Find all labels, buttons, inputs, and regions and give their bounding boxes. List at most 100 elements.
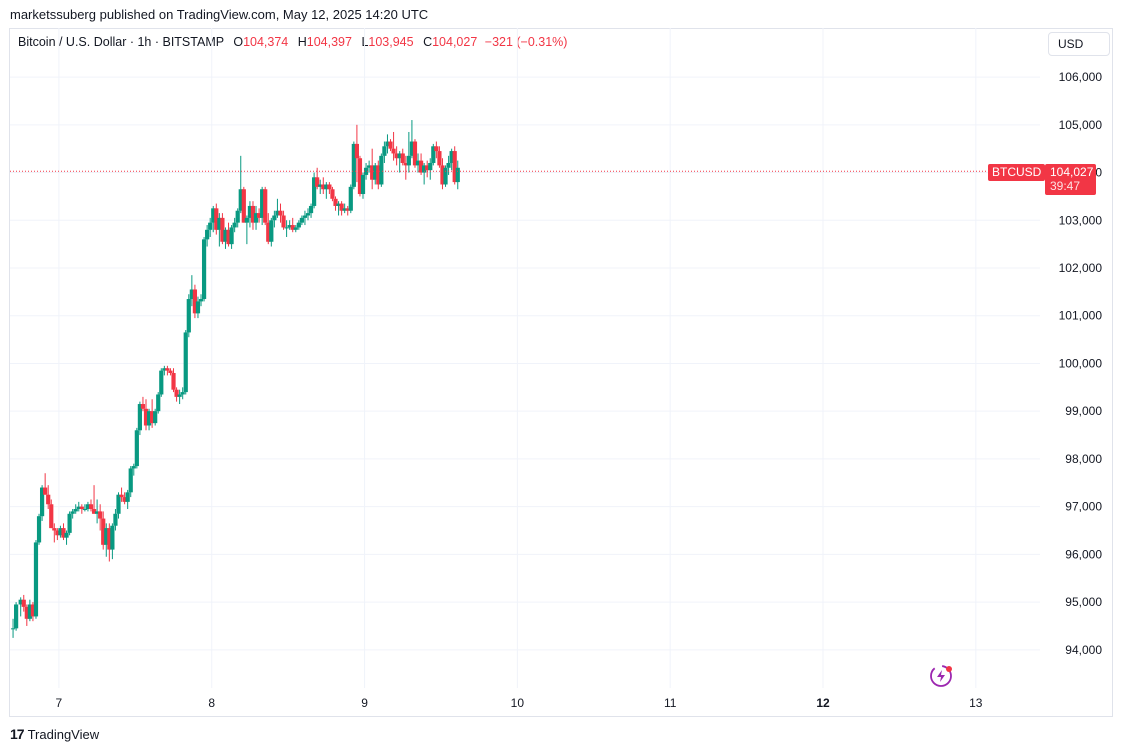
x-tick-label: 13 <box>969 696 983 710</box>
replay-icon[interactable] <box>930 665 952 687</box>
candle-body <box>223 229 228 242</box>
candle <box>391 131 396 161</box>
candle-body <box>400 153 405 163</box>
candle <box>360 172 366 199</box>
candle-body <box>95 511 100 514</box>
chart-frame <box>9 28 1113 717</box>
candle <box>256 208 262 223</box>
candle-body <box>208 222 213 230</box>
candle <box>278 203 283 223</box>
candle <box>180 387 185 400</box>
candle <box>437 146 442 168</box>
candle <box>64 530 69 545</box>
candle <box>290 217 295 233</box>
candle-body <box>159 370 164 395</box>
y-tick-label: 100,000 <box>1059 356 1103 370</box>
candle-body <box>101 518 106 545</box>
last-price-tag: BTCUSD 104,027 39:47 <box>988 164 1108 195</box>
candle-body <box>76 506 81 510</box>
candle <box>253 205 259 230</box>
candle-body <box>150 411 155 424</box>
candle-body <box>43 487 48 495</box>
candle-body <box>394 153 399 159</box>
candle <box>357 155 363 197</box>
candle <box>10 618 16 638</box>
candle-body <box>290 225 295 230</box>
candle <box>284 220 289 237</box>
candle <box>125 489 130 510</box>
candle <box>208 217 213 237</box>
candle-body <box>409 141 415 156</box>
candle <box>299 215 304 226</box>
candle-body <box>269 220 274 242</box>
candle-body <box>379 155 384 185</box>
candle <box>85 501 91 512</box>
candle <box>275 198 280 218</box>
candle <box>409 120 415 159</box>
candle-body <box>324 184 329 190</box>
candle <box>443 165 448 187</box>
candle <box>345 205 350 216</box>
candle <box>30 602 36 622</box>
candle <box>46 485 51 510</box>
candle-body <box>360 174 366 195</box>
low-value: 103,945 <box>368 35 414 49</box>
candle <box>415 153 421 173</box>
candle-body <box>14 604 19 629</box>
candle <box>162 365 167 376</box>
candle-body <box>70 511 75 514</box>
candle-body <box>342 208 347 211</box>
candle-body <box>278 210 283 216</box>
candle <box>312 172 317 209</box>
candle-body <box>440 165 445 185</box>
candle <box>201 236 207 302</box>
candle-body <box>183 332 188 393</box>
x-tick-label: 10 <box>511 696 525 710</box>
candle <box>354 124 359 183</box>
candle-body <box>418 160 424 173</box>
candle <box>351 141 356 190</box>
candle-body <box>284 227 289 229</box>
x-tick-label: 9 <box>361 696 368 710</box>
candle-body <box>415 160 421 166</box>
candle-body <box>229 227 234 245</box>
candle <box>269 217 274 247</box>
candle <box>52 523 57 543</box>
candle <box>330 186 335 202</box>
candle-body <box>425 165 430 171</box>
candle-body <box>256 213 262 218</box>
candle-body <box>201 239 207 300</box>
candle <box>131 463 136 476</box>
y-tick-label: 94,000 <box>1065 643 1102 657</box>
candle <box>18 597 23 617</box>
candle <box>232 217 237 233</box>
candle-body <box>165 368 170 371</box>
candle <box>370 148 375 190</box>
candle <box>247 201 253 228</box>
candle <box>348 184 353 214</box>
candle <box>382 141 387 163</box>
candle-body <box>367 165 372 168</box>
close-label: C <box>423 35 433 49</box>
candle <box>140 396 146 412</box>
candle-body <box>455 167 460 183</box>
candle-body <box>119 494 124 498</box>
candle <box>104 523 109 557</box>
candle <box>385 134 390 154</box>
candle-body <box>363 167 369 175</box>
candle <box>143 399 149 431</box>
candle <box>272 210 277 228</box>
candle-body <box>64 532 69 538</box>
candle-body <box>382 146 387 156</box>
price-tag-symbol: BTCUSD <box>988 164 1046 181</box>
candle-body <box>79 506 84 510</box>
candle <box>177 389 182 405</box>
tradingview-logo[interactable]: 17 TradingView <box>10 726 99 742</box>
candle-body <box>198 299 204 302</box>
candle <box>159 368 164 397</box>
price-tag-box: 104,027 39:47 <box>1045 164 1096 195</box>
candle-body <box>61 528 66 538</box>
currency-button[interactable]: USD <box>1048 32 1110 56</box>
candle-body <box>357 158 363 195</box>
